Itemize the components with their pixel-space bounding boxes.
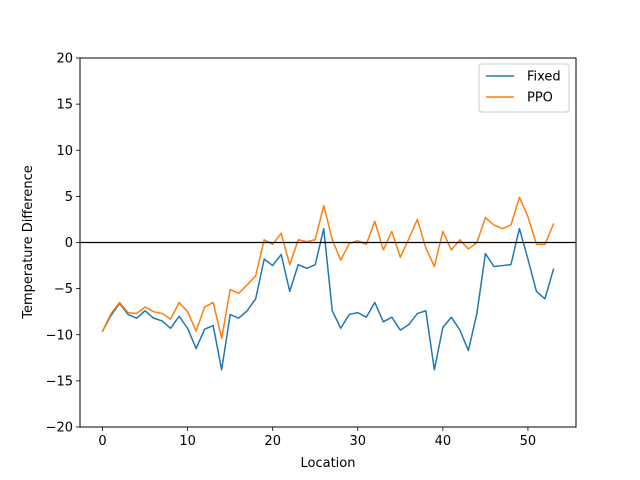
y-tick-label: −10 — [46, 328, 73, 343]
x-tick-label: 40 — [435, 434, 452, 449]
x-axis-label: Location — [301, 456, 356, 471]
y-tick-label: 0 — [65, 236, 73, 251]
y-axis-label: Temperature Difference — [21, 165, 36, 320]
y-tick-label: 5 — [65, 190, 73, 205]
y-tick-label: −15 — [46, 374, 73, 389]
x-tick-label: 10 — [179, 434, 196, 449]
y-tick-label: 15 — [56, 98, 73, 113]
legend-label-ppo: PPO — [527, 91, 553, 106]
chart-axes: 0 10 20 30 40 50 −20 −15 −10 −5 0 5 10 15 20 — [46, 52, 577, 449]
x-tick-label: 20 — [264, 434, 281, 449]
x-tick-label: 30 — [350, 434, 367, 449]
y-tick-label: 10 — [56, 144, 73, 159]
legend: Fixed PPO — [478, 63, 570, 113]
series-line-fixed — [101, 227, 555, 371]
x-tick-label: 50 — [520, 434, 537, 449]
legend-label-fixed: Fixed — [527, 70, 561, 85]
y-tick-label: 20 — [56, 52, 73, 67]
series-line-ppo — [101, 196, 555, 340]
y-tick-label: −5 — [54, 282, 73, 297]
y-tick-label: −20 — [46, 421, 73, 436]
chart-marks — [80, 196, 576, 371]
x-tick-label: 0 — [98, 434, 106, 449]
